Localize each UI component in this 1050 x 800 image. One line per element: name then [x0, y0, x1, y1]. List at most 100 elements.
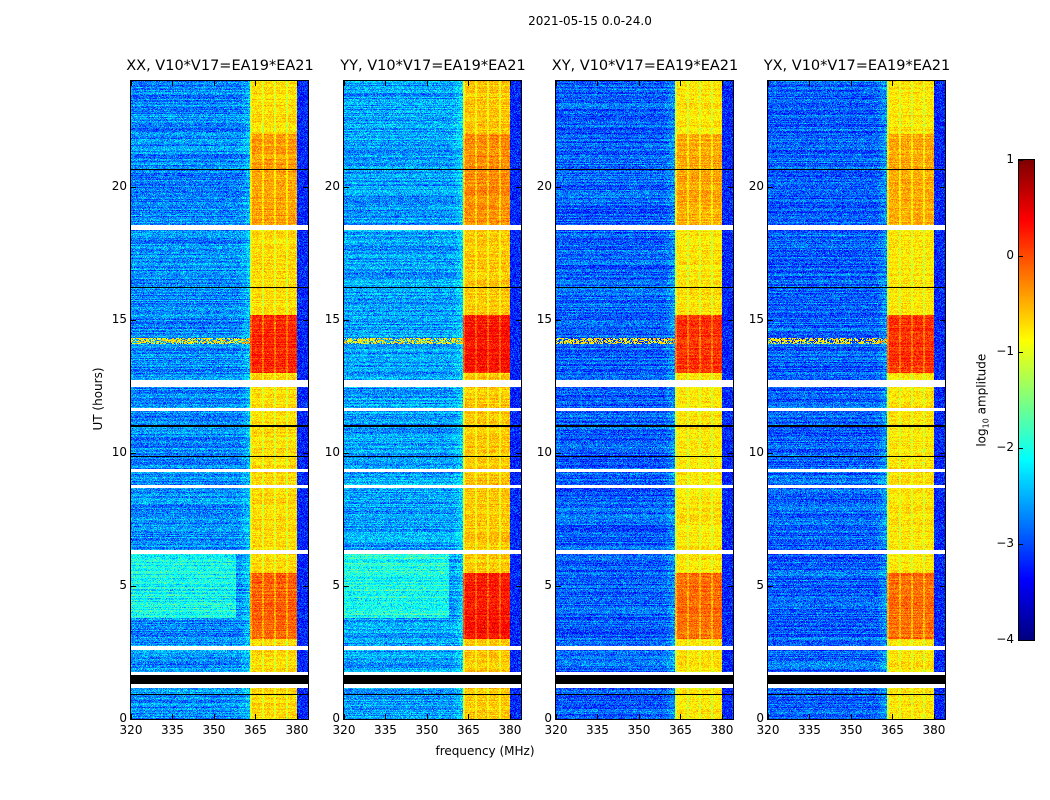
y-tick-label: 20: [111, 179, 127, 194]
y-tick-mark: [556, 586, 561, 588]
y-tick-mark: [303, 586, 308, 588]
heatmap-panel-1: [343, 80, 522, 720]
x-tick-mark: [213, 81, 215, 86]
colorbar-tick-mark: [1019, 544, 1023, 545]
y-tick-mark: [344, 586, 349, 588]
colorbar-tick-mark: [1019, 160, 1023, 161]
heatmap-panel-2: [555, 80, 734, 720]
y-tick-mark: [940, 320, 945, 322]
y-tick-mark: [516, 719, 521, 720]
x-tick-label: 380: [710, 723, 734, 737]
x-tick-mark: [933, 714, 935, 719]
x-tick-label: 320: [332, 723, 356, 737]
panel-title: XX, V10*V17=EA19*EA21: [126, 58, 314, 74]
x-tick-label: 380: [285, 723, 309, 737]
y-tick-label: 10: [536, 445, 552, 460]
x-tick-mark: [131, 714, 132, 719]
heatmap-image: [768, 81, 945, 719]
y-tick-mark: [768, 586, 773, 588]
y-tick-mark: [940, 187, 945, 189]
x-tick-mark: [892, 714, 894, 719]
x-tick-mark: [768, 81, 769, 86]
x-tick-mark: [680, 81, 682, 86]
y-tick-mark: [516, 320, 521, 322]
y-tick-mark: [516, 586, 521, 588]
colorbar-tick-mark: [1019, 448, 1023, 449]
y-tick-mark: [516, 453, 521, 455]
y-tick-mark: [303, 453, 308, 455]
y-tick-label: 20: [324, 179, 340, 194]
y-tick-mark: [728, 719, 733, 720]
y-tick-mark: [556, 187, 561, 189]
x-tick-mark: [809, 714, 811, 719]
y-tick-mark: [344, 453, 349, 455]
y-tick-mark: [131, 719, 136, 720]
y-tick-mark: [556, 320, 561, 322]
x-tick-label: 350: [839, 723, 863, 737]
y-tick-mark: [303, 719, 308, 720]
y-tick-mark: [768, 453, 773, 455]
x-tick-mark: [556, 714, 557, 719]
x-axis-label: frequency (MHz): [435, 744, 535, 758]
x-tick-mark: [255, 81, 257, 86]
x-tick-mark: [850, 714, 852, 719]
x-tick-mark: [426, 81, 428, 86]
x-tick-mark: [680, 714, 682, 719]
y-tick-label: 0: [332, 711, 340, 725]
x-tick-mark: [468, 714, 470, 719]
colorbar-tick-label: 0: [1006, 248, 1014, 262]
x-tick-mark: [721, 714, 723, 719]
heatmap-panel-3: [767, 80, 946, 720]
x-tick-label: 380: [498, 723, 522, 737]
x-tick-label: 365: [669, 723, 692, 737]
x-tick-label: 365: [244, 723, 267, 737]
y-tick-label: 5: [119, 578, 127, 593]
y-tick-mark: [768, 320, 773, 322]
y-tick-mark: [131, 187, 136, 189]
panel-title: YY, V10*V17=EA19*EA21: [340, 58, 526, 74]
y-tick-mark: [303, 320, 308, 322]
y-tick-mark: [344, 719, 349, 720]
colorbar-tick-mark: [1019, 256, 1023, 257]
y-tick-label: 0: [544, 711, 552, 725]
y-axis-label: UT (hours): [91, 367, 105, 431]
y-tick-label: 20: [536, 179, 552, 194]
y-tick-label: 0: [119, 711, 127, 725]
x-tick-mark: [638, 714, 640, 719]
y-tick-mark: [516, 187, 521, 189]
y-tick-mark: [728, 320, 733, 322]
x-tick-mark: [597, 714, 599, 719]
y-tick-mark: [303, 187, 308, 189]
x-tick-mark: [255, 714, 257, 719]
x-tick-label: 380: [922, 723, 946, 737]
heatmap-image: [556, 81, 733, 719]
y-tick-label: 15: [324, 312, 340, 327]
y-tick-mark: [131, 586, 136, 588]
x-tick-label: 350: [415, 723, 439, 737]
x-tick-label: 365: [881, 723, 904, 737]
panel-title: XY, V10*V17=EA19*EA21: [551, 58, 739, 74]
y-tick-mark: [940, 586, 945, 588]
heatmap-image: [344, 81, 521, 719]
y-tick-label: 15: [748, 312, 764, 327]
colorbar-tick-label: −3: [996, 536, 1014, 550]
y-tick-label: 5: [544, 578, 552, 593]
x-tick-mark: [296, 714, 298, 719]
x-tick-mark: [892, 81, 894, 86]
x-tick-label: 350: [202, 723, 226, 737]
y-tick-label: 10: [324, 445, 340, 460]
x-tick-mark: [385, 81, 387, 86]
x-tick-mark: [850, 81, 852, 86]
x-tick-label: 335: [161, 723, 184, 737]
y-tick-mark: [556, 719, 561, 720]
x-tick-mark: [172, 714, 174, 719]
x-tick-mark: [933, 81, 935, 86]
x-tick-mark: [172, 81, 174, 86]
y-tick-label: 10: [111, 445, 127, 460]
y-tick-mark: [940, 453, 945, 455]
x-tick-label: 320: [544, 723, 568, 737]
x-tick-mark: [509, 714, 511, 719]
x-tick-mark: [296, 81, 298, 86]
x-tick-label: 350: [627, 723, 651, 737]
y-tick-label: 20: [748, 179, 764, 194]
